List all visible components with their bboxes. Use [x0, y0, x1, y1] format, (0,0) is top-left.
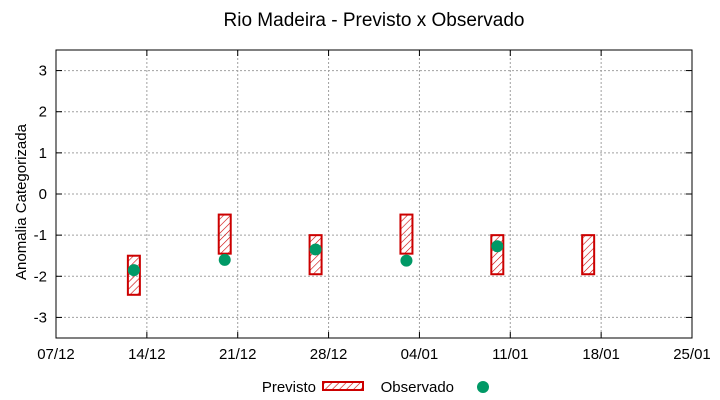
y-tick-label: 2: [39, 104, 47, 121]
y-tick-label: -1: [34, 227, 47, 244]
y-tick-label: 0: [39, 186, 47, 203]
legend-swatch-previsto: [322, 381, 364, 391]
x-tick-label: 04/01: [401, 346, 439, 363]
observado-point: [309, 243, 322, 256]
y-axis-label: Anomalia Categorizada: [13, 123, 30, 280]
y-tick-label: -2: [34, 268, 47, 285]
observado-point: [400, 254, 413, 267]
chart-title: Rio Madeira - Previsto x Observado: [224, 10, 525, 31]
previsto-box: [581, 234, 596, 276]
y-tick-label: 1: [39, 145, 47, 162]
x-tick-label: 14/12: [128, 346, 166, 363]
x-tick-label: 07/12: [37, 346, 75, 363]
observado-point: [218, 253, 231, 266]
observado-series: [127, 240, 504, 277]
x-tick-label: 28/12: [310, 346, 348, 363]
x-tick-label: 18/01: [582, 346, 620, 363]
x-tick-label: 21/12: [219, 346, 257, 363]
observado-point: [491, 240, 504, 253]
legend-marker-observado: [477, 381, 489, 393]
y-tick-label: 3: [39, 63, 47, 80]
x-tick-label: 25/01: [673, 346, 711, 363]
y-axis-ticks: 3 2 1 0 -1 -2 -3: [34, 63, 692, 326]
y-tick-label: -3: [34, 309, 47, 326]
legend: Previsto Observado: [262, 379, 489, 396]
plot-frame: [55, 49, 693, 339]
observado-point: [127, 264, 140, 277]
previsto-box: [217, 213, 232, 255]
x-axis-ticks: 07/12 14/12 21/12 28/12 04/01 11/01 18/01 25/01: [37, 50, 711, 363]
legend-label-previsto: Previsto: [262, 379, 316, 396]
previsto-box: [399, 213, 414, 255]
legend-label-observado: Observado: [381, 379, 454, 396]
x-tick-label: 11/01: [492, 346, 528, 363]
